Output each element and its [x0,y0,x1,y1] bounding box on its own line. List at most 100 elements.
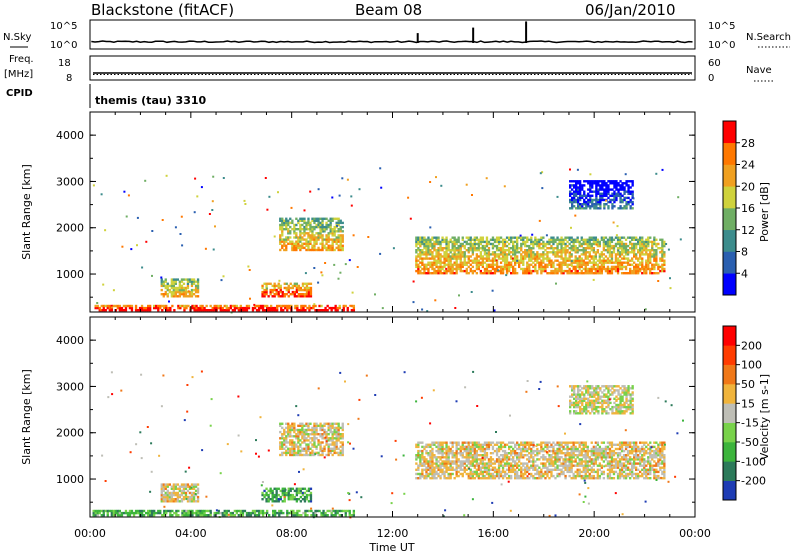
echo-cell [423,267,426,271]
echo-cell [291,493,295,497]
echo-cell [570,468,573,471]
echo-cell [269,293,272,296]
echo-cell [263,290,266,294]
echo-cell [429,472,432,476]
echo-cell [463,449,466,453]
echo-cell [265,290,268,294]
echo-cell [160,278,163,281]
echo-cell [419,242,422,246]
echo-cell [297,284,301,288]
echo-cell [281,500,284,503]
echo-dot [104,229,107,232]
echo-cell [287,286,290,290]
echo-dot [421,308,424,311]
noise-left-label: N.Sky [3,32,31,43]
echo-cell [532,477,535,480]
echo-cell [303,282,307,285]
echo-cell [510,263,513,266]
echo-cell [120,306,124,310]
echo-cell [491,466,495,469]
echo-cell [601,192,604,195]
echo-cell [457,443,460,446]
echo-cell [451,263,454,266]
echo-cell [483,443,487,446]
echo-cell [532,449,535,453]
echo-cell [641,249,644,252]
echo-cell [312,306,315,310]
echo-cell [481,460,485,463]
echo-cell [333,437,336,440]
echo-cell [296,309,299,312]
echo-cell [536,272,539,275]
echo-cell [475,249,479,252]
echo-cell [469,468,472,471]
echo-cell [311,244,314,247]
echo-cell [303,232,306,235]
echo-cell [433,456,436,459]
echo-cell [168,284,172,288]
echo-cell [172,282,176,285]
echo-cell [655,255,658,258]
echo-cell [321,221,324,225]
echo-cell [522,251,525,254]
echo-cell [512,249,515,252]
echo-cell [96,511,99,515]
echo-cell [317,236,320,239]
echo-cell [459,251,462,254]
echo-cell [590,249,593,252]
echo-cell [645,272,648,275]
echo-cell [237,509,241,513]
echo-cell [305,493,309,497]
echo-cell [329,225,332,229]
echo-cell [485,249,489,252]
echo-cell [307,424,310,427]
echo-cell [574,269,577,273]
echo-cell [497,255,501,258]
echo-cell [329,238,332,241]
echo-cell [635,272,638,275]
echo-cell [552,474,555,478]
y-tick-label: 4000 [56,129,84,142]
echo-cell [607,207,610,210]
echo-cell [578,272,581,275]
echo-cell [194,483,198,486]
echo-cell [294,514,297,517]
echo-cell [172,487,176,490]
echo-cell [604,244,608,248]
echo-cell [649,240,652,244]
echo-cell [190,485,194,488]
echo-cell [295,244,298,247]
echo-cell [94,509,97,513]
echo-cell [285,293,288,296]
echo-cell [522,255,525,258]
echo-cell [287,424,290,427]
echo-cell [443,269,446,273]
echo-cell [455,466,458,469]
echo-cell [276,309,279,312]
echo-cell [279,288,282,292]
echo-cell [481,240,485,244]
echo-cell [433,257,436,260]
echo-cell [622,257,626,260]
echo-cell [319,230,322,233]
echo-cell [471,441,475,444]
echo-cell [566,251,569,254]
echo-cell [421,452,424,455]
echo-cell [338,306,341,310]
echo-cell [443,257,446,260]
echo-cell [572,265,575,269]
echo-cell [645,265,648,269]
echo-cell [272,509,275,513]
echo-cell [520,452,523,455]
echo-cell [556,464,559,467]
echo-cell [505,477,509,480]
echo-cell [455,255,458,258]
echo-cell [477,261,481,264]
echo-cell [100,514,103,517]
echo-cell [576,474,579,478]
echo-dot [429,181,432,183]
echo-cell [584,449,587,453]
echo-cell [96,509,99,513]
echo-cell [461,265,464,269]
echo-cell [558,238,561,241]
